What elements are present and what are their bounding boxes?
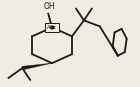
FancyBboxPatch shape (45, 23, 59, 32)
Text: OH: OH (43, 2, 55, 11)
Polygon shape (22, 63, 52, 70)
Text: Abs: Abs (47, 25, 57, 30)
